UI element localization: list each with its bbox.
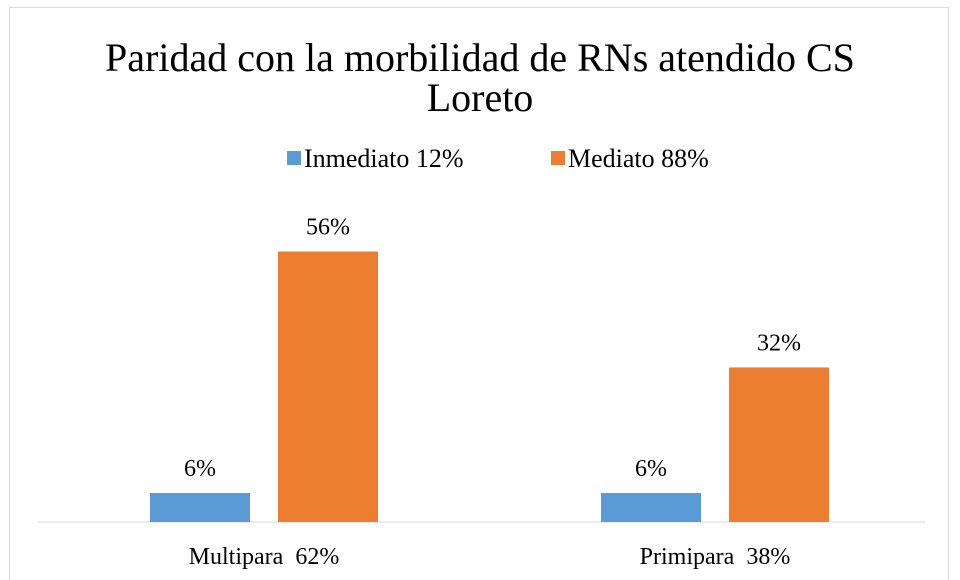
value-label: 6% xyxy=(635,456,667,482)
bar xyxy=(729,367,829,522)
legend-label: Mediato 88% xyxy=(568,144,709,173)
chart-title: Paridad con la morbilidad de RNs atendid… xyxy=(105,35,855,120)
legend-label: Inmediato 12% xyxy=(304,144,464,173)
value-label: 32% xyxy=(757,330,801,356)
x-tick-label: Primipara 38% xyxy=(640,544,791,570)
value-label: 56% xyxy=(306,215,350,241)
bar xyxy=(150,493,250,522)
bar xyxy=(601,493,701,522)
chart-frame xyxy=(9,7,949,580)
value-label: 6% xyxy=(184,456,216,482)
bar xyxy=(278,251,378,522)
legend-swatch xyxy=(287,151,301,165)
legend-swatch xyxy=(551,151,565,165)
x-tick-label: Multipara 62% xyxy=(189,544,340,570)
